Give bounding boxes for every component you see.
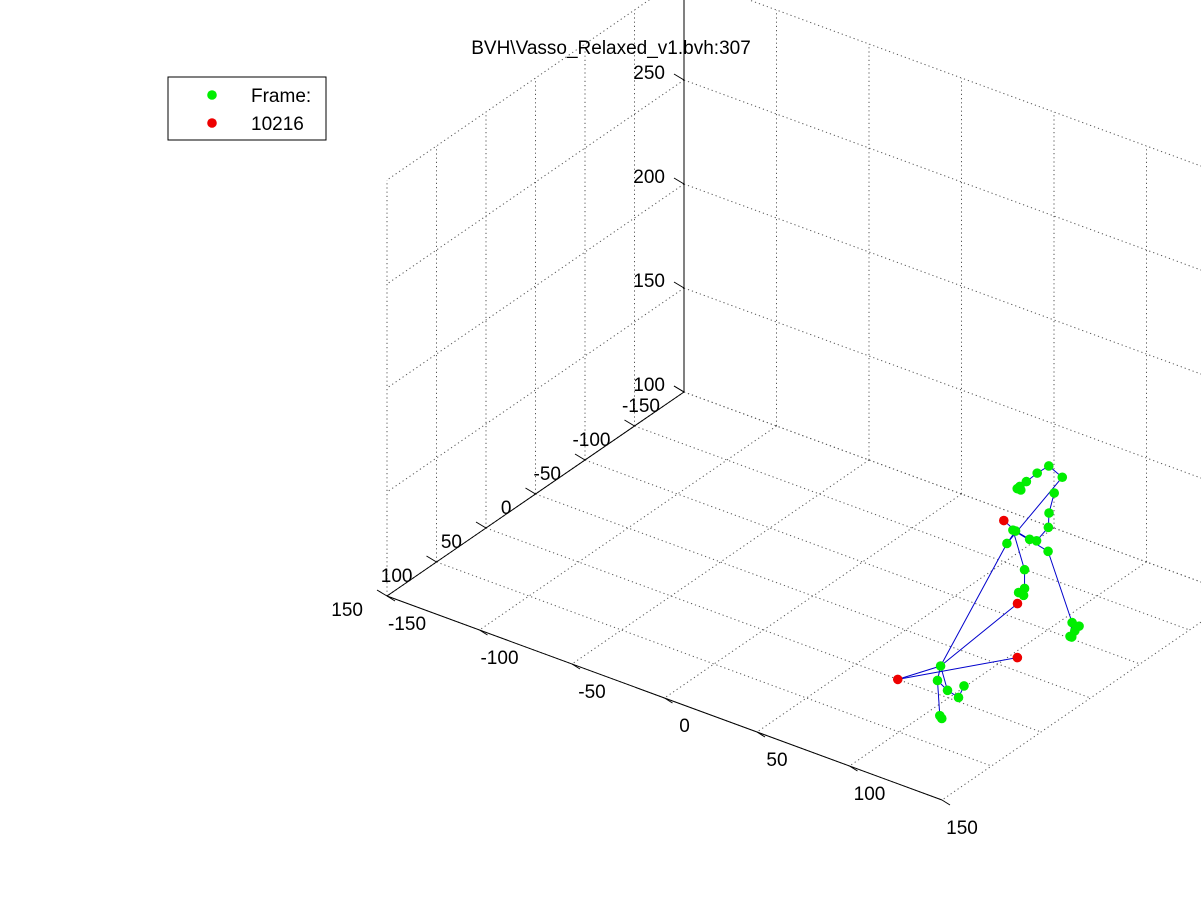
skeleton-bone — [897, 657, 1018, 680]
joint-point — [1044, 508, 1054, 518]
joint-point — [1032, 468, 1042, 478]
joint-point — [1031, 536, 1042, 546]
skeleton-bone — [1047, 551, 1073, 623]
joint-point — [959, 681, 969, 691]
joint-point — [936, 713, 947, 724]
joint-point — [1043, 546, 1053, 557]
x-tick-label: 0 — [679, 716, 690, 737]
joint-point — [953, 692, 964, 703]
skeleton-joints — [892, 461, 1084, 724]
joint-point — [1057, 472, 1068, 483]
z-tick-mark — [673, 385, 685, 393]
x-tick-mark — [941, 799, 951, 806]
x-tick-label: 150 — [946, 818, 978, 839]
z-tick-mark — [673, 281, 685, 289]
joint-point — [1012, 483, 1023, 494]
joint-point — [1043, 522, 1054, 533]
legend: Frame: 10216 — [167, 76, 327, 141]
joint-point — [1013, 587, 1024, 598]
joint-point — [1049, 488, 1060, 498]
x-tick-label: -50 — [578, 682, 605, 703]
end-effector-point — [892, 674, 903, 685]
y-tick-label: -50 — [534, 464, 561, 485]
y-tick-mark — [376, 589, 388, 597]
joint-point — [1019, 564, 1030, 575]
skeleton-bone — [936, 680, 941, 716]
y-tick-label: -150 — [622, 396, 660, 417]
end-effector-point — [1012, 652, 1023, 663]
skeleton-bone — [940, 603, 1018, 667]
axis-lines — [376, 0, 951, 806]
y-tick-mark — [624, 419, 635, 427]
legend-marker-frame — [207, 90, 217, 100]
x-tick-mark — [756, 731, 766, 738]
joint-point — [1002, 538, 1012, 549]
joint-point — [1008, 525, 1018, 535]
tick-labels: -150 -100 -50 0 50 100 150 -150 -100 -50 0 50 100 150… — [331, 63, 978, 839]
y-tick-label: 0 — [501, 498, 512, 519]
x-tick-mark — [479, 629, 488, 636]
joint-point — [932, 675, 943, 686]
z-tick-label: 150 — [633, 271, 665, 292]
end-effector-point — [1012, 598, 1023, 609]
y-tick-mark — [426, 555, 437, 563]
x-tick-label: -150 — [388, 614, 426, 635]
z-tick-label: 200 — [633, 167, 665, 188]
y-tick-label: -100 — [572, 430, 610, 451]
legend-label-frame: Frame: — [251, 86, 311, 107]
x-tick-mark — [849, 765, 858, 772]
x-tick-mark — [571, 663, 581, 670]
joint-point — [935, 661, 946, 671]
z-tick-label: 100 — [633, 375, 665, 396]
z-tick-label: 250 — [633, 63, 665, 84]
y-tick-mark — [475, 521, 487, 529]
joint-point — [1021, 476, 1032, 487]
y-tick-mark — [525, 487, 536, 495]
y-tick-label: 150 — [331, 600, 363, 621]
y-tick-label: 100 — [381, 566, 413, 587]
y-tick-label: 50 — [441, 532, 462, 553]
x-tick-mark — [664, 697, 673, 704]
joint-point — [942, 685, 953, 696]
chart-title: BVH\Vasso_Relaxed_v1.bvh:307 — [471, 38, 751, 59]
legend-box — [167, 76, 327, 141]
z-tick-mark — [673, 177, 685, 185]
skeleton-bone — [1012, 529, 1026, 570]
joint-point — [1066, 632, 1077, 642]
z-tick-mark — [673, 73, 685, 81]
x-tick-label: -100 — [480, 648, 518, 669]
y-tick-mark — [574, 453, 586, 461]
legend-marker-frame-number — [207, 118, 217, 128]
end-effector-point — [999, 515, 1009, 526]
x-tick-mark — [386, 595, 396, 602]
x-tick-label: 100 — [854, 784, 886, 805]
x-tick-label: 50 — [766, 750, 787, 771]
skeleton-bone — [940, 543, 1008, 667]
skeleton-bone — [897, 665, 941, 680]
legend-label-frame-number: 10216 — [251, 114, 304, 135]
joint-point — [1043, 461, 1054, 471]
